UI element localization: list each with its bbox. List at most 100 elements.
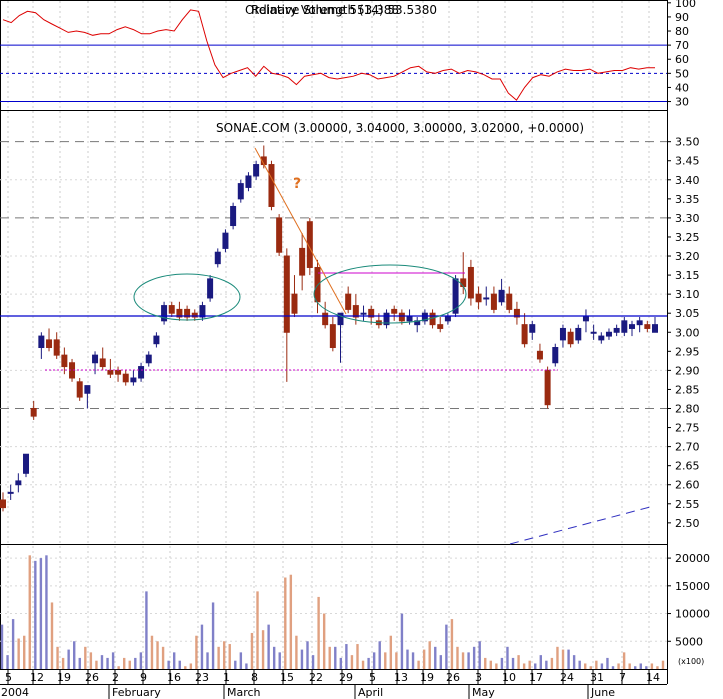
- candle-body-53: [406, 316, 413, 322]
- rsi-reference-lines: [0, 44, 667, 103]
- volume-bar-90: [500, 657, 504, 669]
- price-annotations: ?: [0, 147, 667, 545]
- date-tick-label-8: 1: [223, 671, 230, 684]
- volume-bar-24: [134, 657, 137, 669]
- candle-body-84: [644, 324, 651, 329]
- volume-bar-106: [589, 666, 592, 669]
- candle-body-36: [276, 217, 283, 253]
- candle-body-63: [483, 297, 490, 300]
- volume-bar-19: [106, 657, 109, 669]
- volume-bar-82: [456, 646, 459, 669]
- month-axis-labels: 2004 February March April May June: [1, 684, 615, 699]
- volume-bar-3: [17, 638, 20, 669]
- volume-bar-75: [417, 660, 420, 669]
- volume-bar-102: [567, 649, 570, 669]
- volume-bar-115: [639, 663, 642, 669]
- date-tick-label-11: 22: [309, 671, 323, 684]
- candle-body-16: [122, 373, 129, 383]
- volume-bar-36: [200, 624, 204, 669]
- volume-bar-74: [411, 652, 415, 669]
- price-tick-label-16: 2.70: [675, 441, 700, 454]
- date-tick-label-13: 5: [369, 671, 376, 684]
- volume-bar-81: [450, 619, 454, 669]
- volume-bar-104: [578, 660, 581, 669]
- volume-bar-32: [178, 660, 181, 669]
- candle-body-15: [115, 369, 122, 375]
- date-tick-label-2: 19: [57, 671, 71, 684]
- rsi-tick-label-4: 60: [675, 53, 689, 66]
- price-y-axis-ticks: 3.50 3.45 3.40 3.35 3.30 3.25 3.20 3.15 3.10 3.05…: [667, 136, 700, 530]
- volume-bar-5: [28, 555, 31, 669]
- date-tick-label-19: 17: [529, 671, 543, 684]
- candle-body-70: [536, 350, 543, 360]
- candle-body-80: [613, 327, 620, 333]
- price-tick-label-1: 3.45: [675, 155, 700, 168]
- volume-bar-83: [461, 652, 465, 669]
- candle-body-67: [513, 308, 520, 318]
- candle-body-55: [421, 312, 428, 322]
- candle-body-62: [475, 293, 482, 303]
- candle-body-72: [552, 347, 559, 364]
- volume-bar-11: [61, 657, 65, 669]
- candle-body-75: [575, 327, 582, 341]
- rsi-series-line: [2, 9, 655, 101]
- rsi-tick-label-3: 70: [675, 39, 689, 52]
- rsi-tick-label-6: 40: [675, 81, 689, 94]
- date-tick-label-16: 26: [446, 671, 460, 684]
- candle-body-33: [253, 164, 260, 177]
- indicator-panel-frame: [0, 0, 668, 111]
- volume-bar-101: [561, 649, 565, 669]
- candle-body-42: [322, 312, 329, 326]
- volume-bar-62: [345, 644, 348, 669]
- price-tick-label-8: 3.10: [675, 288, 700, 301]
- volume-bar-61: [339, 657, 343, 669]
- volume-bar-73: [406, 649, 409, 669]
- volume-bar-31: [172, 652, 176, 669]
- consolidation-ellipse-february: [133, 273, 241, 321]
- volume-tick-label-2: 10000: [675, 608, 710, 621]
- volume-bar-80: [445, 624, 448, 669]
- volume-bar-113: [628, 663, 631, 669]
- candle-body-10: [76, 381, 83, 398]
- candle-body-39: [299, 247, 306, 276]
- volume-bar-112: [622, 652, 626, 669]
- volume-bar-91: [506, 646, 509, 669]
- month-label-0: 2004: [1, 686, 29, 699]
- volume-bar-4: [23, 635, 26, 669]
- price-tick-label-19: 2.55: [675, 498, 700, 511]
- volume-bar-17: [95, 660, 98, 669]
- volume-bar-107: [595, 660, 598, 669]
- volume-bar-20: [111, 652, 115, 669]
- candle-body-22: [168, 305, 175, 314]
- date-tick-label-1: 12: [30, 671, 44, 684]
- volume-bar-57: [317, 596, 320, 669]
- volume-bar-25: [139, 652, 143, 669]
- candle-body-20: [153, 335, 160, 345]
- volume-bar-85: [472, 646, 476, 669]
- volume-bar-34: [189, 663, 193, 669]
- candle-body-35: [268, 164, 275, 207]
- week-gridlines: [7, 1, 650, 684]
- volume-bar-21: [117, 666, 120, 669]
- candle-body-13: [99, 358, 106, 368]
- volume-bar-72: [400, 613, 404, 669]
- candle-body-28: [214, 251, 221, 265]
- volume-bar-103: [572, 655, 576, 669]
- candle-body-64: [490, 293, 497, 310]
- date-tick-label-6: 16: [167, 671, 181, 684]
- candle-body-8: [61, 354, 68, 368]
- volume-bar-23: [128, 660, 131, 669]
- price-tick-label-4: 3.30: [675, 212, 700, 225]
- date-tick-label-12: 29: [339, 671, 353, 684]
- candle-body-40: [306, 221, 313, 268]
- volume-bar-55: [306, 641, 309, 669]
- volume-bar-9: [50, 602, 54, 669]
- candle-body-12: [92, 354, 99, 364]
- candle-body-48: [368, 308, 375, 318]
- price-tick-label-2: 3.40: [675, 174, 700, 187]
- candle-body-29: [222, 232, 229, 249]
- price-tick-label-9: 3.05: [675, 307, 700, 320]
- volume-bar-27: [150, 635, 154, 669]
- date-tick-label-20: 24: [560, 671, 574, 684]
